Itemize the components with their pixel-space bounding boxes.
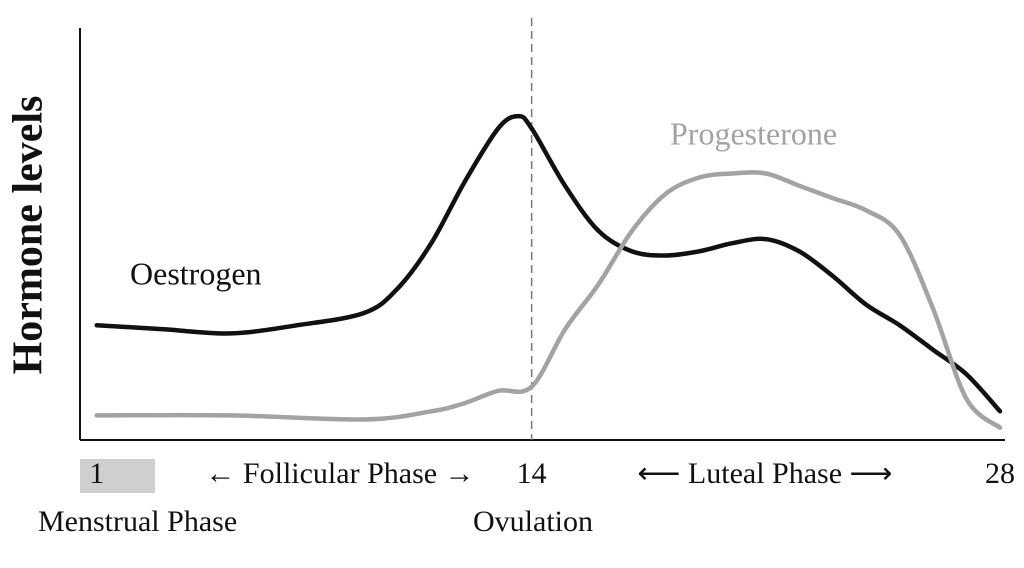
series-line (94, 113, 1003, 414)
phase-label: Menstrual Phase (38, 505, 237, 538)
x-tick-label: 1 (89, 457, 104, 490)
phase-label: Ovulation (473, 505, 593, 538)
x-tick-label: 14 (517, 457, 547, 490)
series-line (94, 170, 1003, 430)
phase-label: ⟵ Luteal Phase ⟶ (637, 457, 892, 490)
menstrual-box (80, 459, 155, 493)
x-tick-label: 28 (985, 457, 1015, 490)
series-label: Progesterone (670, 115, 837, 151)
series-label: Oestrogen (130, 255, 262, 291)
y-axis-label: Hormone levels (6, 96, 52, 375)
phase-label: ← Follicular Phase → (205, 457, 474, 490)
